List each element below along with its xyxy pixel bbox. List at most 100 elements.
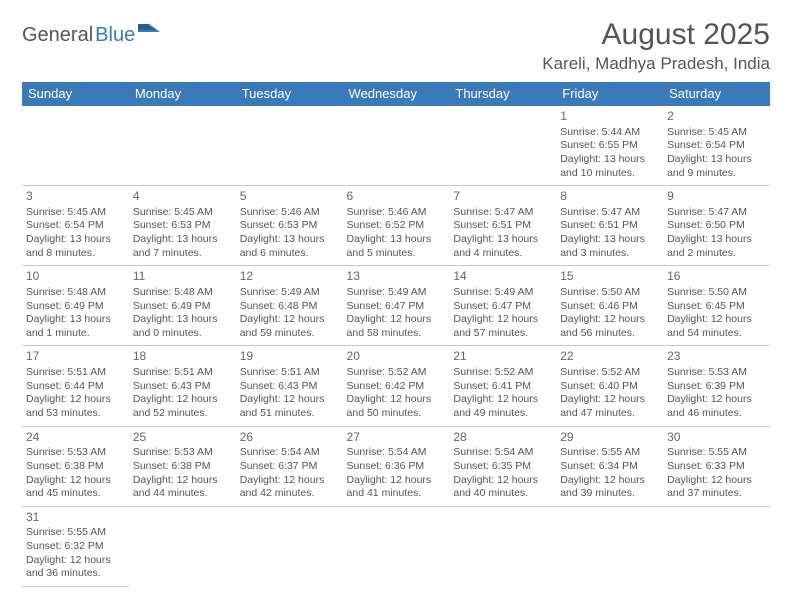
sunrise-text: Sunrise: 5:45 AM — [667, 126, 766, 140]
day-number: 9 — [667, 189, 766, 205]
sunrise-text: Sunrise: 5:53 AM — [667, 366, 766, 380]
calendar-cell: 21Sunrise: 5:52 AMSunset: 6:41 PMDayligh… — [449, 346, 556, 426]
calendar-week-row: 31Sunrise: 5:55 AMSunset: 6:32 PMDayligh… — [22, 506, 770, 586]
calendar-cell — [449, 506, 556, 586]
sunrise-text: Sunrise: 5:49 AM — [453, 286, 552, 300]
daylight-text: Daylight: 12 hours and 45 minutes. — [26, 474, 125, 501]
daylight-text: Daylight: 12 hours and 53 minutes. — [26, 393, 125, 420]
day-number: 30 — [667, 430, 766, 446]
calendar-cell: 12Sunrise: 5:49 AMSunset: 6:48 PMDayligh… — [236, 266, 343, 346]
calendar-week-row: 3Sunrise: 5:45 AMSunset: 6:54 PMDaylight… — [22, 186, 770, 266]
calendar-cell: 29Sunrise: 5:55 AMSunset: 6:34 PMDayligh… — [556, 426, 663, 506]
day-number: 11 — [133, 269, 232, 285]
sunrise-text: Sunrise: 5:45 AM — [26, 206, 125, 220]
sunrise-text: Sunrise: 5:52 AM — [560, 366, 659, 380]
daylight-text: Daylight: 13 hours and 4 minutes. — [453, 233, 552, 260]
calendar-cell: 13Sunrise: 5:49 AMSunset: 6:47 PMDayligh… — [343, 266, 450, 346]
day-number: 3 — [26, 189, 125, 205]
calendar-cell: 7Sunrise: 5:47 AMSunset: 6:51 PMDaylight… — [449, 186, 556, 266]
sunrise-text: Sunrise: 5:55 AM — [560, 446, 659, 460]
sunrise-text: Sunrise: 5:46 AM — [347, 206, 446, 220]
day-number: 12 — [240, 269, 339, 285]
day-number: 2 — [667, 109, 766, 125]
title-block: August 2025 Kareli, Madhya Pradesh, Indi… — [542, 18, 770, 74]
sunrise-text: Sunrise: 5:46 AM — [240, 206, 339, 220]
calendar-cell: 30Sunrise: 5:55 AMSunset: 6:33 PMDayligh… — [663, 426, 770, 506]
sunrise-text: Sunrise: 5:45 AM — [133, 206, 232, 220]
calendar-cell: 1Sunrise: 5:44 AMSunset: 6:55 PMDaylight… — [556, 106, 663, 186]
calendar-cell — [343, 506, 450, 586]
day-number: 22 — [560, 349, 659, 365]
day-number: 4 — [133, 189, 232, 205]
day-header: Friday — [556, 82, 663, 106]
calendar-cell: 26Sunrise: 5:54 AMSunset: 6:37 PMDayligh… — [236, 426, 343, 506]
sunrise-text: Sunrise: 5:51 AM — [133, 366, 232, 380]
sunset-text: Sunset: 6:33 PM — [667, 460, 766, 474]
sunrise-text: Sunrise: 5:47 AM — [667, 206, 766, 220]
daylight-text: Daylight: 12 hours and 44 minutes. — [133, 474, 232, 501]
day-number: 14 — [453, 269, 552, 285]
daylight-text: Daylight: 13 hours and 3 minutes. — [560, 233, 659, 260]
calendar-week-row: 17Sunrise: 5:51 AMSunset: 6:44 PMDayligh… — [22, 346, 770, 426]
day-header: Saturday — [663, 82, 770, 106]
daylight-text: Daylight: 13 hours and 7 minutes. — [133, 233, 232, 260]
day-number: 6 — [347, 189, 446, 205]
header: General Blue August 2025 Kareli, Madhya … — [22, 18, 770, 74]
calendar-cell — [556, 506, 663, 586]
sunset-text: Sunset: 6:51 PM — [453, 219, 552, 233]
sunset-text: Sunset: 6:49 PM — [26, 300, 125, 314]
day-number: 24 — [26, 430, 125, 446]
daylight-text: Daylight: 13 hours and 1 minute. — [26, 313, 125, 340]
sunset-text: Sunset: 6:43 PM — [240, 380, 339, 394]
calendar-cell — [663, 506, 770, 586]
sunset-text: Sunset: 6:54 PM — [667, 139, 766, 153]
calendar-cell: 3Sunrise: 5:45 AMSunset: 6:54 PMDaylight… — [22, 186, 129, 266]
day-number: 27 — [347, 430, 446, 446]
sunrise-text: Sunrise: 5:47 AM — [560, 206, 659, 220]
day-number: 7 — [453, 189, 552, 205]
day-header: Monday — [129, 82, 236, 106]
sunset-text: Sunset: 6:54 PM — [26, 219, 125, 233]
logo-text-general: General — [22, 24, 93, 47]
calendar-cell: 16Sunrise: 5:50 AMSunset: 6:45 PMDayligh… — [663, 266, 770, 346]
calendar-cell: 8Sunrise: 5:47 AMSunset: 6:51 PMDaylight… — [556, 186, 663, 266]
sunset-text: Sunset: 6:34 PM — [560, 460, 659, 474]
sunrise-text: Sunrise: 5:49 AM — [240, 286, 339, 300]
calendar-cell: 4Sunrise: 5:45 AMSunset: 6:53 PMDaylight… — [129, 186, 236, 266]
calendar-cell — [22, 106, 129, 186]
daylight-text: Daylight: 13 hours and 0 minutes. — [133, 313, 232, 340]
sunrise-text: Sunrise: 5:52 AM — [453, 366, 552, 380]
sunset-text: Sunset: 6:44 PM — [26, 380, 125, 394]
sunset-text: Sunset: 6:38 PM — [26, 460, 125, 474]
calendar-cell: 19Sunrise: 5:51 AMSunset: 6:43 PMDayligh… — [236, 346, 343, 426]
month-title: August 2025 — [542, 18, 770, 52]
daylight-text: Daylight: 12 hours and 59 minutes. — [240, 313, 339, 340]
calendar-week-row: 1Sunrise: 5:44 AMSunset: 6:55 PMDaylight… — [22, 106, 770, 186]
sunrise-text: Sunrise: 5:54 AM — [240, 446, 339, 460]
calendar-cell: 5Sunrise: 5:46 AMSunset: 6:53 PMDaylight… — [236, 186, 343, 266]
sunrise-text: Sunrise: 5:51 AM — [240, 366, 339, 380]
day-number: 31 — [26, 510, 125, 526]
daylight-text: Daylight: 13 hours and 9 minutes. — [667, 153, 766, 180]
calendar-cell: 23Sunrise: 5:53 AMSunset: 6:39 PMDayligh… — [663, 346, 770, 426]
day-number: 20 — [347, 349, 446, 365]
sunrise-text: Sunrise: 5:48 AM — [26, 286, 125, 300]
day-number: 15 — [560, 269, 659, 285]
sunrise-text: Sunrise: 5:55 AM — [26, 526, 125, 540]
sunrise-text: Sunrise: 5:54 AM — [453, 446, 552, 460]
sunset-text: Sunset: 6:53 PM — [133, 219, 232, 233]
day-header: Sunday — [22, 82, 129, 106]
calendar-week-row: 24Sunrise: 5:53 AMSunset: 6:38 PMDayligh… — [22, 426, 770, 506]
location: Kareli, Madhya Pradesh, India — [542, 54, 770, 74]
daylight-text: Daylight: 12 hours and 51 minutes. — [240, 393, 339, 420]
sunrise-text: Sunrise: 5:51 AM — [26, 366, 125, 380]
daylight-text: Daylight: 12 hours and 37 minutes. — [667, 474, 766, 501]
daylight-text: Daylight: 12 hours and 42 minutes. — [240, 474, 339, 501]
sunrise-text: Sunrise: 5:44 AM — [560, 126, 659, 140]
sunset-text: Sunset: 6:35 PM — [453, 460, 552, 474]
calendar-cell — [129, 106, 236, 186]
sunrise-text: Sunrise: 5:50 AM — [560, 286, 659, 300]
sunrise-text: Sunrise: 5:48 AM — [133, 286, 232, 300]
sunset-text: Sunset: 6:38 PM — [133, 460, 232, 474]
calendar-cell: 10Sunrise: 5:48 AMSunset: 6:49 PMDayligh… — [22, 266, 129, 346]
